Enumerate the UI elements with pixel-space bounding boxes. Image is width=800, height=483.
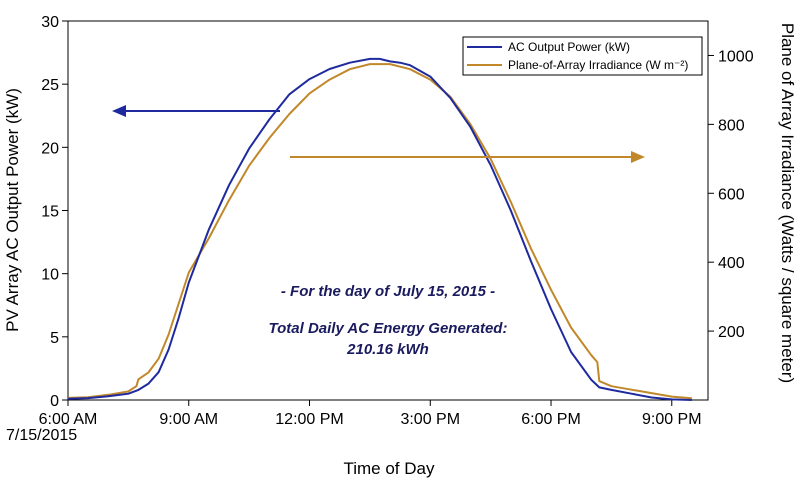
y-tick-label: 30 <box>41 14 59 31</box>
x-tick-label: 6:00 PM <box>521 411 581 428</box>
x-tick-label: 6:00 AM <box>39 411 98 428</box>
y2-tick-label: 1000 <box>718 48 754 65</box>
y2-tick-label: 800 <box>718 117 745 134</box>
y-tick-label: 10 <box>41 267 59 284</box>
y2-tick-label: 600 <box>718 186 745 203</box>
y2-tick-label: 200 <box>718 324 745 341</box>
legend-entry-irradiance: Plane-of-Array Irradiance (W m⁻²) <box>508 58 688 72</box>
y2-tick-label: 400 <box>718 255 745 272</box>
y-tick-label: 25 <box>41 77 59 94</box>
y2-axis-label: Plane of Array Irradiance (Watts / squar… <box>778 23 797 383</box>
plot-frame <box>67 20 709 401</box>
series-line-irradiance <box>67 63 692 400</box>
y-tick-label: 5 <box>50 330 59 347</box>
annotation-energy-value: 210.16 kWh <box>346 341 429 358</box>
x-tick-label: 3:00 PM <box>400 411 460 428</box>
arrow-right-head <box>631 151 645 163</box>
legend-entry-ac-power: AC Output Power (kW) <box>508 40 630 54</box>
direction-arrows <box>112 105 645 163</box>
y-axis-label: PV Array AC Output Power (kW) <box>3 88 22 332</box>
x-tick-label: 9:00 AM <box>159 411 218 428</box>
x-axis: 6:00 AM 9:00 AM 12:00 PM 3:00 PM 6:00 PM 9:00… <box>39 400 702 428</box>
arrow-left-head <box>112 105 126 117</box>
y-axis-left: 0 5 10 15 20 25 30 <box>41 14 68 410</box>
y-tick-label: 20 <box>41 140 59 157</box>
annotation-date: - For the day of July 15, 2015 - <box>281 283 495 300</box>
x-tick-label: 12:00 PM <box>275 411 343 428</box>
y-axis-right: 200 400 600 800 1000 <box>708 48 754 341</box>
x-axis-label: Time of Day <box>343 459 435 478</box>
annotation-energy-label: Total Daily AC Energy Generated: <box>269 320 508 337</box>
legend-box <box>462 36 703 76</box>
series-line-ac-power <box>67 57 692 401</box>
y-tick-label: 0 <box>50 393 59 410</box>
x-tick-label: 9:00 PM <box>642 411 702 428</box>
series-layer <box>67 57 692 401</box>
y-tick-label: 15 <box>41 204 59 221</box>
x-date-sublabel: 7/15/2015 <box>6 427 77 444</box>
legend: AC Output Power (kW) Plane-of-Array Irra… <box>462 36 703 76</box>
